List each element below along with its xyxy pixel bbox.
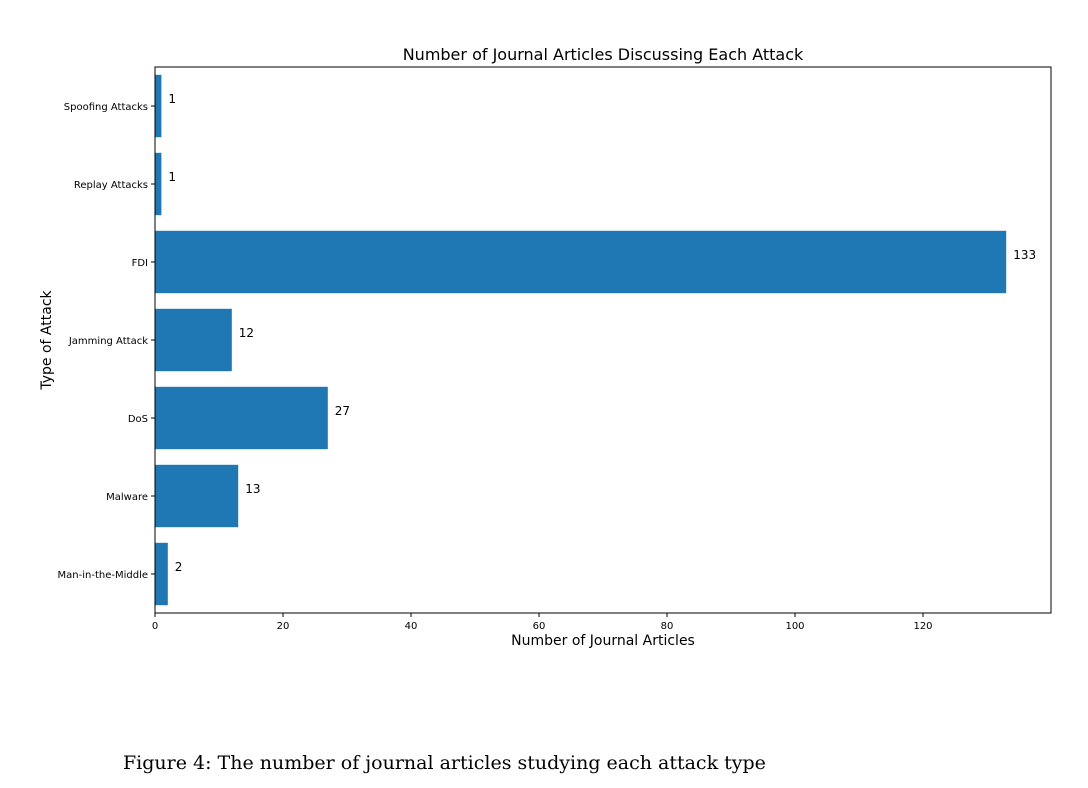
bar	[155, 542, 168, 606]
bar-value-label: 1	[168, 92, 176, 106]
bar-chart: Number of Journal Articles Discussing Ea…	[39, 45, 1052, 649]
chart-title: Number of Journal Articles Discussing Ea…	[403, 45, 804, 64]
bars-layer: 1 1 133 12 27 13 2	[155, 74, 1036, 606]
bar	[155, 464, 239, 528]
y-tick-label: FDI	[132, 258, 148, 269]
x-axis-ticks: 0 20 40 60 80 100 120	[152, 613, 933, 632]
y-tick-label: Spoofing Attacks	[64, 102, 148, 113]
x-tick-label: 100	[785, 621, 804, 632]
x-axis-label: Number of Journal Articles	[511, 633, 695, 649]
bar	[155, 308, 232, 372]
bar-value-label: 27	[335, 404, 350, 418]
bar-value-label: 12	[239, 326, 254, 340]
y-axis-ticks: Spoofing Attacks Replay Attacks FDI Jamming…	[58, 102, 155, 581]
y-tick-label: Malware	[106, 492, 148, 503]
x-tick-label: 60	[533, 621, 546, 632]
bar-value-label: 133	[1013, 248, 1036, 262]
x-tick-label: 80	[661, 621, 674, 632]
x-tick-label: 20	[277, 621, 290, 632]
bar	[155, 152, 162, 216]
bar-value-label: 2	[175, 560, 183, 574]
y-tick-label: Jamming Attack	[68, 336, 148, 347]
x-tick-label: 0	[152, 621, 158, 632]
bar	[155, 74, 162, 138]
bar	[155, 386, 328, 450]
bar-value-label: 13	[245, 482, 260, 496]
x-tick-label: 120	[913, 621, 932, 632]
y-tick-label: Replay Attacks	[74, 180, 148, 191]
figure-caption: Figure 4: The number of journal articles…	[123, 752, 766, 774]
bar	[155, 230, 1007, 294]
plot-frame	[154, 66, 1052, 614]
y-tick-label: Man-in-the-Middle	[58, 570, 148, 581]
bar-value-label: 1	[168, 170, 176, 184]
y-axis-label: Type of Attack	[39, 289, 55, 390]
y-tick-label: DoS	[128, 414, 148, 425]
x-tick-label: 40	[405, 621, 418, 632]
